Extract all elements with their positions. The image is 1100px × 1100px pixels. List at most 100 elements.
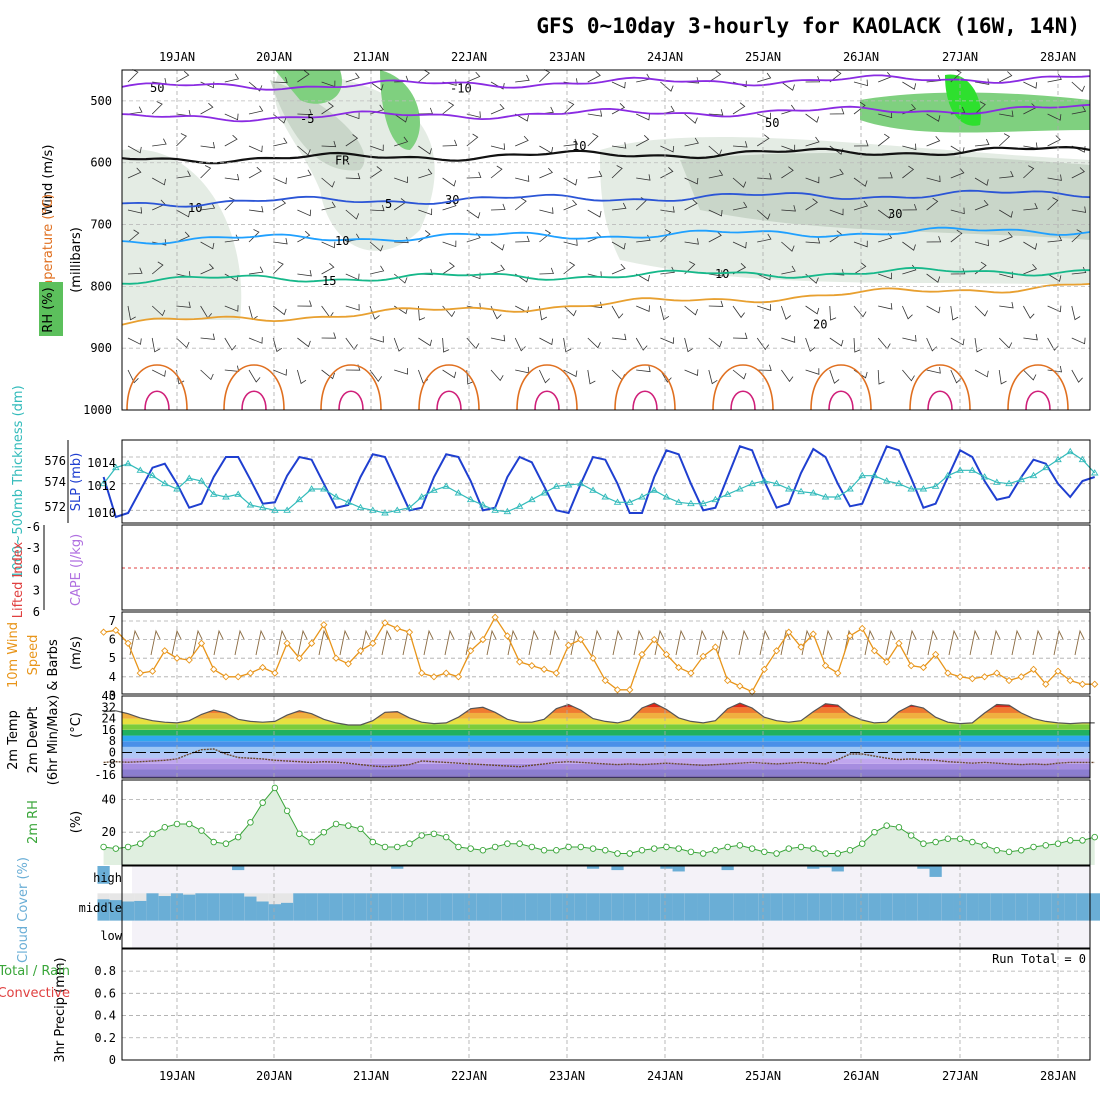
wind-speed-marker xyxy=(687,669,695,677)
rh-marker xyxy=(1005,848,1013,856)
thickness-marker xyxy=(1005,479,1013,487)
thickness-marker xyxy=(197,477,206,484)
wind-speed-marker xyxy=(858,624,866,633)
wind-speed-marker xyxy=(393,624,401,633)
isotherm-25-loop xyxy=(126,364,188,411)
rh-marker xyxy=(1091,833,1098,841)
cloud-middle-bar xyxy=(219,893,233,921)
rh-marker xyxy=(185,820,193,828)
bottom-date-label: 26JAN xyxy=(843,1069,879,1083)
thickness-marker xyxy=(870,471,879,479)
isotherm-line xyxy=(121,145,1091,165)
cloud-middle-bar xyxy=(121,901,135,921)
rh-marker xyxy=(112,845,120,852)
wind-speed-marker xyxy=(430,673,438,681)
rh-marker xyxy=(589,845,597,852)
cloud-high-bar xyxy=(660,866,673,869)
rh-2m-panel: 40 20 2m RH (%) xyxy=(26,779,1098,866)
isotherm-25-loop xyxy=(320,364,382,411)
rh-marker xyxy=(540,846,548,854)
wind-speed-marker xyxy=(662,650,671,659)
rh-marker xyxy=(969,838,976,846)
cloud-middle-bar xyxy=(843,893,857,921)
temp-warm-band xyxy=(122,712,1090,719)
thickness-marker xyxy=(674,498,683,505)
rh-marker xyxy=(479,846,487,854)
thickness-marker xyxy=(99,479,108,487)
cloud-middle-bar xyxy=(109,900,122,921)
wind-speed-marker xyxy=(1029,665,1038,673)
rh-marker xyxy=(1054,840,1062,847)
temp-tick-label: 8 xyxy=(109,734,116,748)
bottom-date-label: 20JAN xyxy=(256,1069,292,1083)
cloud-layer-label: low xyxy=(100,929,122,943)
wind-speed-marker xyxy=(993,669,1001,677)
rh-marker xyxy=(332,820,340,828)
wind-speed-marker xyxy=(1066,676,1074,685)
thickness-marker xyxy=(846,485,854,492)
rh-shading xyxy=(270,80,365,171)
cloud-middle-bar xyxy=(232,893,245,921)
pressure-tick-label: 700 xyxy=(90,218,112,232)
rh-marker xyxy=(846,846,854,854)
thickness-marker xyxy=(931,482,940,489)
wind-speed-marker xyxy=(980,673,989,681)
thickness-marker xyxy=(320,485,328,492)
rh-marker xyxy=(1030,843,1037,851)
wind-speed-marker xyxy=(454,673,463,681)
wind-speed-marker xyxy=(210,665,218,673)
cloud-middle-bar xyxy=(966,893,979,921)
thickness-marker xyxy=(760,477,769,484)
thickness-marker xyxy=(1029,471,1038,479)
temp-tick-label: 40 xyxy=(102,689,116,703)
rh-marker xyxy=(748,845,756,852)
wind-speed-marker xyxy=(99,628,108,636)
rh-marker xyxy=(810,845,817,852)
wind-tick-label: 3 xyxy=(109,688,116,702)
wind-speed-marker xyxy=(234,673,242,681)
temp-band xyxy=(122,729,1090,736)
thickness-marker xyxy=(968,466,977,473)
cloud-middle-bar xyxy=(648,893,661,921)
rh-marker xyxy=(932,838,939,846)
wind-speed-marker xyxy=(418,669,426,677)
rh-marker xyxy=(736,842,744,849)
thickness-marker xyxy=(307,485,316,492)
cloud-middle-bar xyxy=(831,893,844,921)
temp-band xyxy=(122,775,1090,778)
temp-tick-label: 0 xyxy=(109,746,116,760)
wind-speed-marker xyxy=(112,626,120,634)
thickness-marker xyxy=(540,489,548,496)
panel-frame xyxy=(121,611,1091,695)
bottom-date-label: 24JAN xyxy=(647,1069,683,1083)
cloud-high-bar xyxy=(232,866,245,871)
wind-speed-marker xyxy=(246,669,255,677)
precip-convective-label: Convective xyxy=(0,986,70,1001)
wind-speed-marker xyxy=(883,658,891,666)
thickness-marker xyxy=(956,466,964,473)
cloud-middle-bar xyxy=(281,902,294,921)
slp-tick-label: 1012 xyxy=(87,479,116,493)
wind-barbs xyxy=(127,69,1087,385)
rh-marker xyxy=(504,840,511,847)
cloud-middle-bar xyxy=(953,893,967,921)
rh-marker xyxy=(357,825,364,833)
rh-marker xyxy=(761,848,768,856)
thickness-tick-label: 576 xyxy=(44,454,66,468)
wind-speed-marker xyxy=(222,673,230,681)
thickness-marker xyxy=(234,490,242,497)
run-total-label: Run Total = 0 xyxy=(992,952,1086,966)
stability-panel: -6 -3 0 3 6 Lifted Index CAPE (J/kg) xyxy=(11,520,1091,619)
cloud-middle-bar xyxy=(794,893,808,921)
cloud-middle-bar xyxy=(1088,893,1100,921)
wind-speed-marker xyxy=(136,669,144,677)
wind-speed-marker xyxy=(1005,676,1013,685)
thickness-marker xyxy=(356,503,365,511)
pressure-tick-label: 500 xyxy=(90,94,112,108)
isotherm-label: FR xyxy=(335,154,350,168)
temp-band xyxy=(122,752,1090,759)
wind-speed-marker xyxy=(479,635,487,644)
cloud-middle-bar xyxy=(391,893,404,921)
thickness-marker xyxy=(160,479,169,487)
